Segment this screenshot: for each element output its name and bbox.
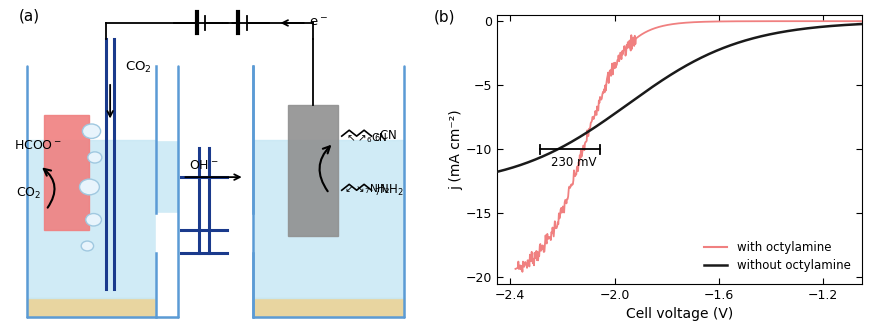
Text: 230 mV: 230 mV bbox=[551, 156, 596, 169]
FancyArrowPatch shape bbox=[319, 146, 330, 191]
without octylamine bbox=[708, 51, 718, 54]
Text: HCOO$^-$: HCOO$^-$ bbox=[14, 139, 62, 153]
with octylamine bbox=[715, 19, 726, 23]
Text: $_6$CN: $_6$CN bbox=[374, 129, 397, 144]
Text: (a): (a) bbox=[19, 8, 40, 23]
with octylamine bbox=[510, 267, 521, 271]
FancyArrowPatch shape bbox=[44, 169, 55, 208]
with octylamine bbox=[572, 164, 583, 168]
with octylamine bbox=[743, 19, 753, 23]
with octylamine bbox=[772, 19, 782, 23]
Legend: with octylamine, without octylamine: with octylamine, without octylamine bbox=[698, 235, 856, 278]
with octylamine bbox=[857, 19, 868, 23]
Circle shape bbox=[88, 152, 102, 163]
with octylamine bbox=[517, 270, 528, 274]
Bar bbox=[288, 105, 338, 236]
without octylamine bbox=[657, 78, 668, 82]
Circle shape bbox=[85, 214, 101, 226]
Text: CO$_2$: CO$_2$ bbox=[125, 60, 151, 75]
without octylamine bbox=[556, 145, 567, 149]
Text: $\nwarrow\!\nearrow\!_6$CN: $\nwarrow\!\nearrow\!_6$CN bbox=[344, 131, 387, 145]
without octylamine bbox=[857, 22, 868, 26]
Text: (b): (b) bbox=[433, 10, 455, 24]
Text: e$^-$: e$^-$ bbox=[309, 16, 327, 29]
Text: CO$_2$: CO$_2$ bbox=[16, 186, 41, 201]
with octylamine bbox=[600, 83, 611, 87]
without octylamine bbox=[766, 32, 777, 36]
without octylamine bbox=[736, 40, 746, 44]
Line: without octylamine: without octylamine bbox=[497, 24, 862, 172]
without octylamine bbox=[492, 170, 502, 174]
Text: $_7$NH$_2$: $_7$NH$_2$ bbox=[374, 183, 403, 198]
Circle shape bbox=[83, 124, 100, 138]
Text: OH$^-$: OH$^-$ bbox=[188, 159, 218, 172]
Text: $\swarrow\!\searrow\!_7$NH$_2$: $\swarrow\!\searrow\!_7$NH$_2$ bbox=[341, 182, 390, 196]
Circle shape bbox=[79, 179, 99, 195]
Circle shape bbox=[81, 241, 93, 251]
Bar bbox=[44, 115, 90, 230]
Y-axis label: j (mA cm⁻²): j (mA cm⁻²) bbox=[449, 109, 463, 190]
with octylamine bbox=[668, 22, 678, 26]
Line: with octylamine: with octylamine bbox=[516, 21, 862, 272]
X-axis label: Cell voltage (V): Cell voltage (V) bbox=[627, 307, 733, 321]
without octylamine bbox=[586, 128, 597, 132]
